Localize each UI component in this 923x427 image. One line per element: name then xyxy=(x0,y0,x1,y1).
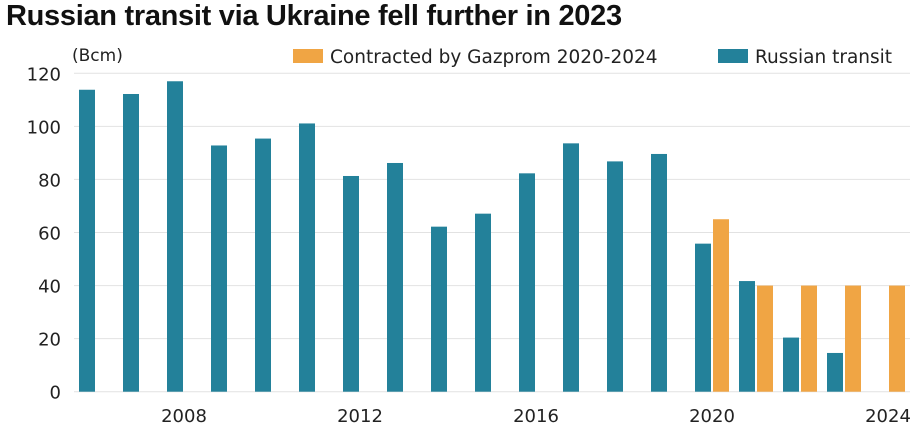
y-tick-label: 100 xyxy=(27,117,61,138)
bar-russian-transit-2008 xyxy=(167,81,183,392)
bar-contracted-2024 xyxy=(889,285,905,392)
legend-label-russian-transit: Russian transit xyxy=(755,47,892,68)
bar-russian-transit-2012 xyxy=(343,175,359,392)
bar-contracted-2021 xyxy=(757,285,773,392)
y-tick-label: 0 xyxy=(50,383,61,404)
bar-russian-transit-2006 xyxy=(79,89,95,392)
y-axis-label: (Bcm) xyxy=(72,46,123,66)
bar-russian-transit-2017 xyxy=(563,143,579,392)
y-tick-label: 60 xyxy=(38,224,61,245)
bar-russian-transit-2022 xyxy=(783,337,799,392)
y-tick-label: 40 xyxy=(38,277,61,298)
bar-russian-transit-2014 xyxy=(431,226,447,392)
x-tick-label: 2012 xyxy=(337,406,383,427)
bar-russian-transit-2016 xyxy=(519,173,535,392)
legend-swatch-contracted xyxy=(293,49,323,63)
y-tick-label: 20 xyxy=(38,330,61,351)
x-tick-label: 2024 xyxy=(865,406,911,427)
legend-swatch-russian-transit xyxy=(718,49,748,63)
x-tick-label: 2020 xyxy=(689,406,735,427)
bar-russian-transit-2021 xyxy=(739,281,755,392)
bar-russian-transit-2023 xyxy=(827,352,843,392)
bar-russian-transit-2011 xyxy=(299,123,315,392)
bar-russian-transit-2009 xyxy=(211,145,227,392)
bar-russian-transit-2013 xyxy=(387,162,403,392)
bar-russian-transit-2018 xyxy=(607,161,623,392)
bar-russian-transit-2019 xyxy=(651,153,667,392)
bar-russian-transit-2010 xyxy=(255,138,271,392)
bar-contracted-2023 xyxy=(845,285,861,392)
bar-russian-transit-2020 xyxy=(695,243,711,392)
bar-contracted-2020 xyxy=(713,219,729,392)
bar-russian-transit-2007 xyxy=(123,93,139,392)
y-tick-label: 80 xyxy=(38,170,61,191)
chart-title: Russian transit via Ukraine fell further… xyxy=(6,0,622,32)
bar-russian-transit-2015 xyxy=(475,213,491,392)
x-tick-label: 2008 xyxy=(161,406,207,427)
legend-label-contracted: Contracted by Gazprom 2020-2024 xyxy=(330,47,658,68)
bar-contracted-2022 xyxy=(801,285,817,392)
x-tick-label: 2016 xyxy=(513,406,559,427)
y-tick-label: 120 xyxy=(27,64,61,85)
